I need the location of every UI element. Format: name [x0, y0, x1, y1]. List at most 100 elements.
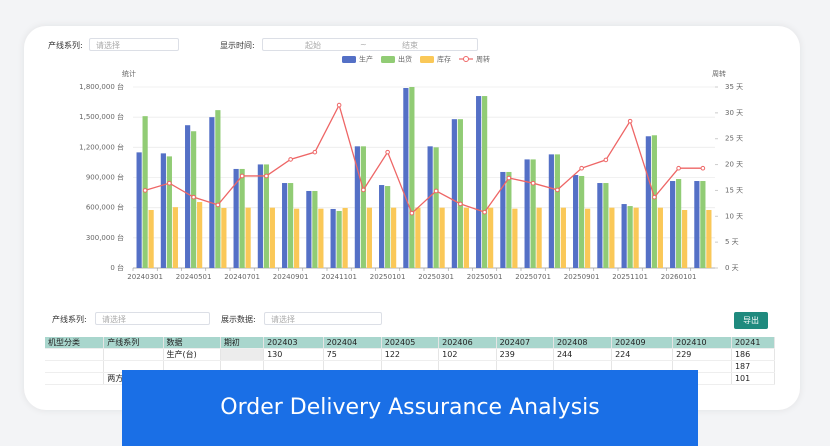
line-point — [142, 188, 148, 193]
bar — [409, 87, 415, 268]
bar — [524, 159, 530, 268]
y-tick-label: 1,500,000 台 — [79, 112, 124, 121]
bar — [415, 207, 421, 268]
column-header: 数据 — [163, 337, 221, 349]
filter-label: 显示时间: — [220, 41, 255, 50]
line-point — [652, 194, 657, 200]
y2-axis-title: 周转 — [712, 69, 726, 78]
table-cell: 130 — [263, 348, 324, 361]
bar — [433, 147, 439, 268]
line-point — [215, 202, 221, 208]
table-cell: 239 — [496, 348, 554, 361]
line-point — [627, 118, 633, 124]
line-point — [482, 209, 487, 215]
table-cell — [103, 348, 164, 361]
table-cell: 101 — [731, 372, 775, 385]
line — [144, 103, 703, 215]
date-range[interactable] — [262, 38, 478, 51]
bar — [318, 208, 324, 268]
bar — [670, 181, 676, 268]
bar — [573, 174, 579, 268]
column-header: 202405 — [381, 337, 440, 349]
bar — [306, 190, 312, 268]
y2-tick-label: 0 天 — [725, 264, 739, 272]
export-button[interactable]: 导出 — [734, 312, 768, 329]
bar — [579, 175, 585, 268]
table-cell: 186 — [731, 348, 775, 361]
bar — [379, 185, 385, 268]
y2-tick-label: 35 天 — [725, 83, 743, 91]
bar — [651, 135, 657, 268]
line-point — [264, 173, 269, 179]
bar — [294, 208, 300, 268]
table-cell — [45, 360, 105, 373]
x-tick-label: 20250301 — [418, 273, 454, 281]
line-point — [167, 180, 172, 186]
data-select[interactable]: 请选择 — [264, 312, 382, 325]
line-point — [555, 187, 560, 193]
bar — [148, 209, 154, 268]
x-tick-label: 20240701 — [224, 273, 260, 281]
table-cell — [45, 348, 105, 361]
y-tick-label: 300,000 台 — [86, 233, 124, 242]
filter-label: 产线系列: — [52, 315, 87, 324]
bar — [239, 168, 245, 268]
table-cell: 75 — [323, 348, 382, 361]
series-select[interactable]: 请选择 — [89, 38, 179, 51]
column-header: 机型分类 — [45, 337, 105, 349]
bar — [609, 207, 615, 268]
legend-swatch — [381, 56, 395, 63]
bar — [476, 96, 482, 268]
y2-tick-label: 5 天 — [725, 238, 739, 246]
column-header: 202406 — [438, 337, 497, 349]
bar — [506, 171, 512, 268]
bar — [136, 152, 142, 268]
bar — [439, 207, 445, 268]
y-tick-label: 0 台 — [110, 263, 124, 272]
bar — [560, 207, 566, 268]
column-header: 202403 — [263, 337, 324, 349]
column-header: 20241 — [731, 337, 775, 349]
filter-label: 产线系列: — [48, 41, 83, 50]
bar — [233, 168, 239, 268]
bar — [185, 125, 191, 268]
bar — [633, 207, 639, 268]
bar — [457, 119, 463, 268]
column-header: 202410 — [672, 337, 732, 349]
table-cell: 187 — [731, 360, 775, 373]
bar — [288, 183, 294, 268]
line-point — [288, 157, 293, 162]
line-point — [336, 102, 342, 108]
series-select[interactable]: 请选择 — [95, 312, 210, 325]
bar — [209, 117, 215, 269]
y2-tick-label: 10 天 — [725, 212, 743, 220]
line-point — [385, 149, 390, 155]
bar — [385, 186, 391, 268]
bar — [330, 208, 336, 268]
legend-label: 周转 — [476, 55, 490, 64]
y2-tick-label: 30 天 — [725, 109, 743, 117]
legend-swatch — [463, 56, 469, 62]
bar — [269, 207, 275, 268]
column-header: 产线系列 — [103, 337, 164, 349]
x-tick-label: 20240301 — [127, 273, 163, 281]
bar — [676, 179, 682, 268]
line-point — [603, 157, 609, 163]
bar — [403, 88, 409, 268]
bar — [700, 181, 706, 268]
column-header: 202407 — [496, 337, 554, 349]
line-point — [191, 194, 196, 200]
y2-tick-label: 15 天 — [725, 186, 743, 194]
line-point — [676, 165, 681, 171]
line-point — [433, 188, 439, 194]
line-point — [409, 210, 415, 216]
x-tick-label: 20250701 — [515, 273, 551, 281]
bar — [603, 183, 609, 268]
bar — [360, 146, 366, 268]
column-header: 202408 — [553, 337, 613, 349]
legend-label: 库存 — [437, 55, 451, 64]
bar — [500, 171, 506, 268]
y-tick-label: 900,000 台 — [86, 173, 124, 182]
bar — [197, 202, 203, 268]
table-cell: 224 — [611, 348, 674, 361]
